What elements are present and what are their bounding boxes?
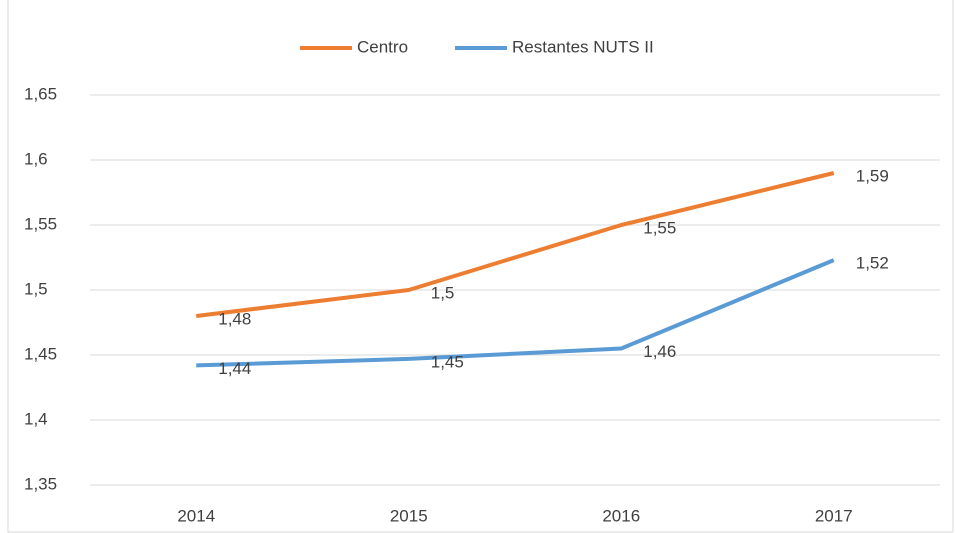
legend-label: Centro: [357, 37, 408, 56]
y-tick-label: 1,6: [24, 149, 48, 168]
y-tick-label: 1,65: [24, 84, 57, 103]
y-tick-label: 1,35: [24, 474, 57, 493]
x-tick-label: 2016: [602, 506, 640, 525]
data-label: 1,55: [643, 218, 676, 237]
y-tick-label: 1,4: [24, 409, 48, 428]
x-tick-label: 2014: [177, 506, 215, 525]
data-label: 1,48: [218, 309, 251, 328]
x-tick-label: 2017: [815, 506, 853, 525]
y-tick-label: 1,5: [24, 279, 48, 298]
data-label: 1,45: [431, 352, 464, 371]
data-label: 1,46: [643, 342, 676, 361]
chart-border: [7, 0, 954, 533]
legend-label: Restantes NUTS II: [512, 37, 654, 56]
data-label: 1,52: [856, 254, 889, 273]
data-label: 1,44: [218, 359, 251, 378]
x-tick-label: 2015: [390, 506, 428, 525]
series-line: [196, 171, 835, 318]
series-line: [196, 258, 835, 368]
data-label: 1,59: [856, 166, 889, 185]
y-tick-label: 1,55: [24, 214, 57, 233]
y-tick-label: 1,45: [24, 344, 57, 363]
data-label: 1,5: [431, 283, 455, 302]
